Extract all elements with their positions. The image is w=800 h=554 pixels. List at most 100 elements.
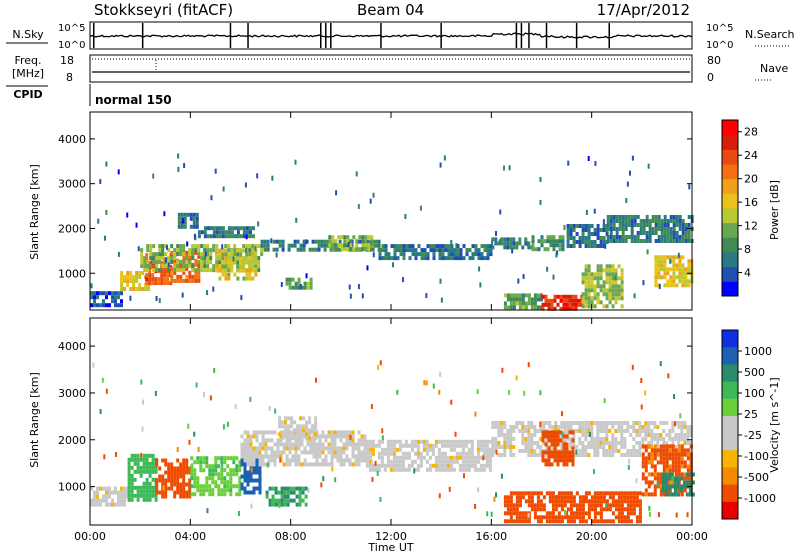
heatmap-cell xyxy=(552,235,556,240)
heatmap-cell xyxy=(163,257,167,262)
heatmap-cell xyxy=(669,279,673,284)
heatmap-cell xyxy=(276,454,280,459)
heatmap-cell xyxy=(236,260,240,265)
heatmap-cell xyxy=(361,247,365,252)
heatmap-cell xyxy=(531,247,535,252)
heatmap-cell xyxy=(647,480,651,485)
heatmap-cell xyxy=(668,429,672,433)
heatmap-cell xyxy=(530,445,534,449)
heatmap-cell xyxy=(593,499,597,504)
heatmap-cell xyxy=(188,278,192,283)
heatmap-cell xyxy=(133,469,137,474)
heatmap-cell xyxy=(173,268,177,273)
heatmap-cell xyxy=(545,437,549,441)
heatmap-cell xyxy=(571,298,575,303)
heatmap-cell xyxy=(678,279,682,284)
heatmap-cell xyxy=(123,490,126,495)
heatmap-cell xyxy=(691,480,695,485)
heatmap-cell xyxy=(602,240,606,244)
heatmap-cell xyxy=(90,283,93,289)
heatmap-cell xyxy=(515,301,519,306)
heatmap-cell xyxy=(623,495,627,500)
heatmap-cell xyxy=(464,439,468,444)
heatmap-cell xyxy=(246,474,250,479)
heatmap-cell xyxy=(306,438,310,443)
heatmap-cell xyxy=(675,215,679,219)
heatmap-cell xyxy=(149,252,153,257)
heatmap-cell xyxy=(179,278,183,283)
heatmap-cell xyxy=(158,268,162,273)
heatmap-cell xyxy=(372,192,375,198)
heatmap-cell xyxy=(563,495,567,500)
heatmap-cell xyxy=(117,494,120,499)
heatmap-cell xyxy=(563,425,567,429)
heatmap-cell xyxy=(572,240,576,244)
heatmap-cell xyxy=(155,482,159,487)
heatmap-cell xyxy=(533,305,537,310)
heatmap-cell xyxy=(280,281,283,287)
heatmap-cell xyxy=(220,460,224,465)
heatmap-cell xyxy=(688,184,691,190)
heatmap-cell xyxy=(473,463,477,468)
heatmap-cell xyxy=(571,430,575,435)
heatmap-cell xyxy=(604,243,607,249)
heatmap-cell xyxy=(593,208,596,214)
heatmap-cell xyxy=(204,251,207,257)
heatmap-cell xyxy=(689,452,693,457)
heatmap-cell xyxy=(240,482,244,487)
heatmap-cell xyxy=(574,294,578,299)
heatmap-cell xyxy=(605,453,609,457)
heatmap-cell xyxy=(665,464,669,469)
heatmap-cell xyxy=(500,421,504,425)
heatmap-cell xyxy=(238,488,242,493)
heatmap-cell xyxy=(615,235,619,239)
heatmap-cell xyxy=(614,441,618,445)
heatmap-cell xyxy=(539,176,542,182)
heatmap-cell xyxy=(258,466,262,471)
heatmap-cell xyxy=(503,433,507,437)
heatmap-cell xyxy=(590,296,594,301)
heatmap-cell xyxy=(650,437,654,441)
colorbar-tick-label: -1000 xyxy=(744,492,776,505)
heatmap-cell xyxy=(188,486,192,491)
heatmap-cell xyxy=(678,275,682,280)
heatmap-cell xyxy=(257,264,261,269)
heatmap-cell xyxy=(560,499,564,504)
heatmap-cell xyxy=(258,442,262,447)
heatmap-cell xyxy=(177,212,181,217)
heatmap-cell xyxy=(365,455,369,460)
x-tick-label: 08:00 xyxy=(275,530,307,543)
heatmap-cell xyxy=(500,429,504,433)
heatmap-cell xyxy=(503,441,507,445)
heatmap-cell xyxy=(243,442,247,447)
heatmap-cell xyxy=(587,288,591,293)
heatmap-cell xyxy=(581,240,585,244)
heatmap-cell xyxy=(569,445,573,449)
heatmap-cell xyxy=(355,171,358,177)
heatmap-cell xyxy=(209,395,212,401)
heatmap-cell xyxy=(208,476,212,481)
heatmap-cell xyxy=(577,302,581,307)
heatmap-cell xyxy=(544,294,548,299)
heatmap-cell xyxy=(402,244,406,249)
heatmap-cell xyxy=(624,239,628,243)
heatmap-cell xyxy=(533,515,537,520)
heatmap-cell xyxy=(163,273,167,278)
heatmap-cell xyxy=(470,459,474,464)
heatmap-cell xyxy=(140,248,144,253)
heatmap-cell xyxy=(141,426,144,432)
heatmap-cell xyxy=(581,511,585,516)
heatmap-cell xyxy=(518,503,522,508)
heatmap-cell xyxy=(689,449,693,453)
heatmap-cell xyxy=(482,463,486,468)
heatmap-cell xyxy=(379,496,382,502)
heatmap-cell xyxy=(151,469,155,474)
heatmap-cell xyxy=(543,239,547,244)
heatmap-cell xyxy=(441,244,445,249)
heatmap-cell xyxy=(236,256,240,261)
heatmap-cell xyxy=(233,260,237,265)
heatmap-cell xyxy=(298,486,302,491)
heatmap-cell xyxy=(145,493,149,498)
heatmap-cell xyxy=(275,252,278,258)
heatmap-cell xyxy=(641,444,645,449)
